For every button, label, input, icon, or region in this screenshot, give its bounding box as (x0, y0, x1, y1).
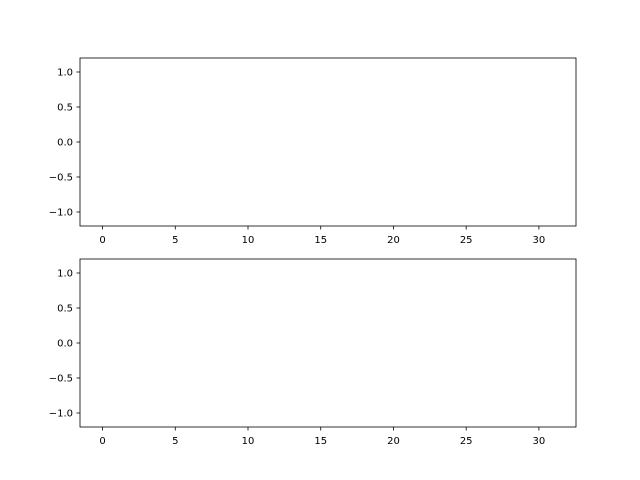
bottom-line-chart: 0 5 10 15 20 25 30 −1.0 −0.5 0.0 0.5 1.0 (49, 258, 577, 447)
x-tick-label: 15 (314, 436, 327, 447)
axes-frame (79, 258, 577, 428)
x-tick-label: 0 (99, 235, 105, 246)
x-tick-label: 5 (172, 235, 178, 246)
x-tick-label: 30 (533, 235, 546, 246)
y-tick-label: 0.5 (57, 304, 73, 315)
y-tick-label: 0.0 (57, 339, 73, 350)
x-tick-label: 15 (314, 235, 327, 246)
y-tick-label: −1.0 (49, 409, 73, 420)
y-tick-label: −0.5 (49, 173, 73, 184)
y-tick-label: 1.0 (57, 68, 73, 79)
axes-frame (79, 57, 577, 227)
x-tick-label: 5 (172, 436, 178, 447)
x-tick-label: 20 (387, 436, 400, 447)
x-tick-label: 10 (242, 235, 255, 246)
top-line-chart: 0 5 10 15 20 25 30 −1.0 −0.5 0.0 0.5 1.0 (49, 57, 577, 246)
y-tick-label: −1.0 (49, 208, 73, 219)
x-tick-label: 25 (460, 436, 473, 447)
y-tick-label: 1.0 (57, 269, 73, 280)
y-tick-label: 0.0 (57, 138, 73, 149)
x-tick-label: 20 (387, 235, 400, 246)
y-tick-label: −0.5 (49, 374, 73, 385)
y-tick-label: 0.5 (57, 103, 73, 114)
x-tick-label: 25 (460, 235, 473, 246)
x-tick-label: 10 (242, 436, 255, 447)
x-tick-label: 30 (533, 436, 546, 447)
x-tick-label: 0 (99, 436, 105, 447)
